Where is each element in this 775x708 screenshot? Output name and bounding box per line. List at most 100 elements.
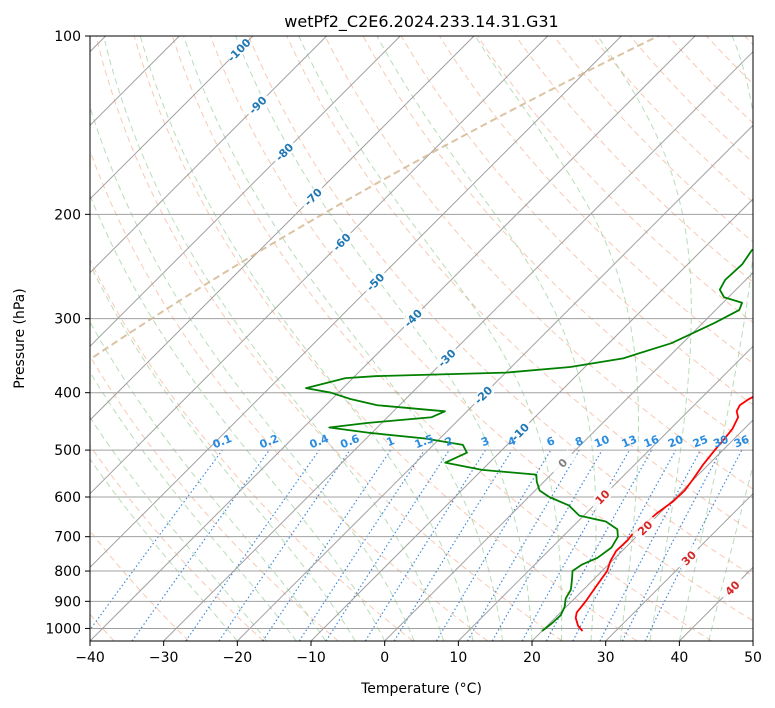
mixing-ratio-line xyxy=(572,449,677,641)
mixing-ratio-label: 36 xyxy=(732,433,751,451)
isotherm-label-bg xyxy=(631,514,659,542)
axis-ticks: −40 −30 −20 −10 0 10 20 30 40 50 100 200 300 400 500 60… xyxy=(45,29,762,666)
mixing-ratio-line xyxy=(262,449,392,641)
dry-adiabats xyxy=(90,36,753,641)
isotherm-line xyxy=(163,50,753,641)
isotherm-line xyxy=(90,36,696,641)
mixing-ratio-label: 8 xyxy=(573,434,585,449)
isotherm-label-bg xyxy=(675,544,703,572)
moist-adiabat-line xyxy=(90,263,356,641)
isotherm-label-bg xyxy=(328,228,356,256)
x-tick-label: 10 xyxy=(449,650,467,666)
x-tick-label: −40 xyxy=(75,650,105,666)
plot-frame xyxy=(89,35,754,642)
mixing-ratio-label: 16 xyxy=(642,433,661,451)
mixing-ratio-line xyxy=(393,449,513,641)
isotherm-label-bg xyxy=(299,183,327,211)
isotherm-line xyxy=(457,345,753,641)
isotherm-label-bg xyxy=(588,483,616,511)
mixing-ratio-line xyxy=(325,449,450,641)
y-tick-label: 700 xyxy=(54,530,81,546)
skewed-isotherms xyxy=(90,36,753,641)
isotherm-label-bg xyxy=(399,304,427,332)
y-tick-label: 600 xyxy=(54,490,81,506)
x-tick-label: −30 xyxy=(149,650,179,666)
isotherm-line xyxy=(310,198,753,641)
x-tick-label: 0 xyxy=(380,650,389,666)
dry-adiabat-line xyxy=(171,36,713,641)
mixing-ratio-label: 3 xyxy=(479,434,491,449)
isotherm-label-bg xyxy=(244,91,272,119)
x-tick-label: 30 xyxy=(597,650,615,666)
isotherm-line xyxy=(90,36,549,495)
mixing-ratio-label: 30 xyxy=(711,433,730,451)
moist-adiabat-line xyxy=(90,105,415,641)
dry-adiabat-line xyxy=(515,36,753,283)
moist-adiabat-line xyxy=(298,36,563,641)
y-tick-label: 300 xyxy=(54,312,81,328)
isotherm-label-bg xyxy=(225,36,253,64)
y-tick-label: 400 xyxy=(54,386,81,402)
plot-area: -100-90-80-70-60-50-40-30-20-10010203040… xyxy=(90,36,753,641)
x-tick-label: 50 xyxy=(744,650,762,666)
x-axis-title: Temperature (°C) xyxy=(360,681,482,697)
mixing-ratio-line xyxy=(644,449,743,641)
mixing-ratio-line xyxy=(298,449,425,641)
moist-adiabat-line xyxy=(90,320,327,641)
mixing-ratio-line xyxy=(185,449,320,641)
isotherm-line xyxy=(90,36,622,569)
y-tick-label: 500 xyxy=(54,443,81,459)
isotherm-label-bg xyxy=(506,418,534,446)
y-axis-title: Pressure (hPa) xyxy=(12,288,28,388)
mixing-ratio-label: 25 xyxy=(691,433,710,451)
dry-adiabat-line xyxy=(90,258,414,641)
mixing-ratio-label: 1 xyxy=(385,434,397,449)
dry-adiabat-line xyxy=(95,36,563,641)
isotherm-line xyxy=(90,36,254,200)
isotherm-label-bg xyxy=(270,138,298,166)
isotherm-label-bg xyxy=(361,268,389,296)
chart-title: wetPf2_C2E6.2024.233.14.31.G31 xyxy=(284,12,558,32)
dry-adiabat-line xyxy=(210,36,753,622)
moist-adiabat-line xyxy=(678,36,753,641)
isotherm-line xyxy=(605,492,753,641)
isotherm-line xyxy=(90,36,401,348)
y-tick-label: 100 xyxy=(54,29,81,45)
moist-adiabat-line xyxy=(597,36,692,641)
moist-adiabat-line xyxy=(90,416,268,641)
temperature-profile-line xyxy=(574,395,753,632)
moist-adiabat-line xyxy=(183,36,504,641)
mixing-ratio-label: 20 xyxy=(666,433,685,451)
moist-adiabat-line xyxy=(90,194,386,641)
isotherm-label-bg xyxy=(469,381,497,409)
mixing-ratio-label: 13 xyxy=(620,433,639,451)
mixing-ratio-line xyxy=(545,449,653,641)
dry-adiabat-line xyxy=(324,36,753,490)
isotherm-line xyxy=(384,271,753,641)
isotherm-label-bg xyxy=(433,344,461,372)
dry-adiabat-line xyxy=(90,444,264,641)
moist-adiabat-line xyxy=(376,36,597,641)
mixing-ratio-label: 10 xyxy=(592,433,611,451)
dry-adiabat-line xyxy=(133,36,638,641)
isotherm-line xyxy=(531,419,753,641)
mixing-ratio-line xyxy=(90,449,223,631)
sounding-profiles xyxy=(305,248,753,632)
mixing-ratio-label: 2 xyxy=(443,434,455,449)
x-tick-label: −10 xyxy=(296,650,326,666)
y-tick-label: 800 xyxy=(54,564,81,580)
isotherm-label-bg xyxy=(718,574,746,602)
mixing-ratio-line xyxy=(218,449,351,641)
isotherm-line xyxy=(236,124,753,641)
moist-adiabat-line xyxy=(474,36,639,641)
moist-adiabat-line xyxy=(90,458,238,641)
moist-adiabat-line xyxy=(708,464,753,641)
dry-adiabat-line xyxy=(248,36,753,577)
x-tick-label: 40 xyxy=(670,650,688,666)
dry-adiabat-line xyxy=(90,355,339,641)
y-tick-label: 1000 xyxy=(45,621,81,637)
mixing-ratio-line xyxy=(131,449,270,641)
x-tick-label: −20 xyxy=(223,650,253,666)
